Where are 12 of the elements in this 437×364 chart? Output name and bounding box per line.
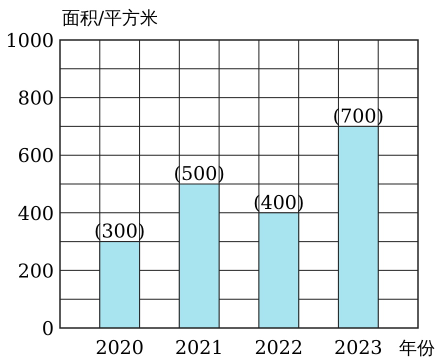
x-tick-label: 2023 xyxy=(334,337,383,359)
x-axis-title: 年份 xyxy=(399,338,435,359)
y-tick-label: 1000 xyxy=(6,30,54,52)
x-tick-label: 2022 xyxy=(254,337,303,359)
x-tick-label: 2020 xyxy=(95,337,144,359)
y-tick-label: 400 xyxy=(18,202,54,225)
x-tick-label: 2021 xyxy=(175,337,224,359)
y-tick-label: 800 xyxy=(18,88,54,110)
y-tick-label: 600 xyxy=(18,145,54,168)
y-axis-title: 面积/平方米 xyxy=(62,8,158,29)
y-tick-label: 0 xyxy=(42,318,54,340)
y-tick-label: 200 xyxy=(18,260,54,282)
